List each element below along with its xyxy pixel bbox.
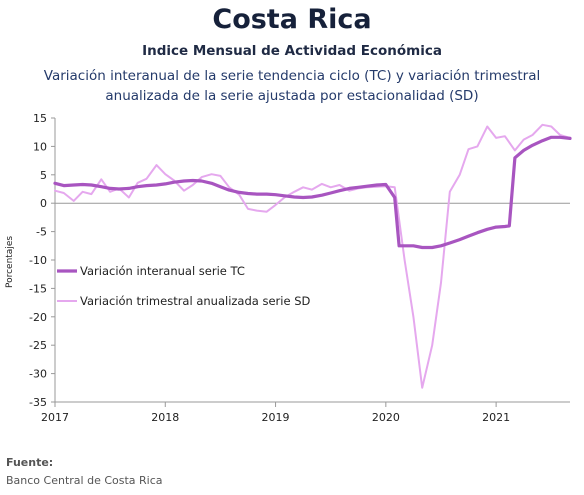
chart-description: Variación interanual de la serie tendenc…: [10, 66, 574, 106]
y-tick-label: -35: [29, 396, 47, 409]
chart-series: [53, 123, 572, 389]
x-tick-label: 2021: [482, 411, 510, 424]
y-tick-label: 5: [40, 169, 47, 182]
x-tick-label: 2017: [41, 411, 69, 424]
y-tick-label: 10: [33, 140, 47, 153]
chart-title: Costa Rica: [212, 4, 372, 35]
y-tick-label: -25: [29, 339, 47, 352]
series-line-sd: [54, 123, 571, 389]
chart-legend: Variación interanual serie TC Variación t…: [57, 264, 310, 308]
y-tick-label: 0: [40, 197, 47, 210]
y-axis-label: Porcentajes: [5, 236, 15, 288]
series-line-tc: [53, 135, 572, 250]
x-tick-label: 2020: [372, 411, 400, 424]
chart-description-line-2: anualizada de la serie ajustada por esta…: [105, 88, 479, 104]
chart-description-line-1: Variación interanual de la serie tendenc…: [43, 68, 541, 84]
source-label: Fuente:: [6, 456, 54, 469]
y-tick-label: -10: [29, 254, 47, 267]
legend-label-sd: Variación trimestral anualizada serie SD: [80, 294, 310, 308]
chart-subtitle: Indice Mensual de Actividad Económica: [142, 43, 442, 59]
y-tick-label: -30: [29, 368, 47, 381]
chart-axes: 15 10 5 0 -5 -10 -15 -20 -25 -30 -35 2017 2018 2019 20…: [29, 112, 570, 424]
y-tick-label: 15: [33, 112, 47, 125]
x-tick-label: 2019: [262, 411, 290, 424]
y-tick-label: -5: [36, 226, 47, 239]
x-tick-label: 2018: [151, 411, 179, 424]
y-tick-label: -20: [29, 311, 47, 324]
y-tick-label: -15: [29, 282, 47, 295]
source-text: Banco Central de Costa Rica: [6, 474, 163, 487]
legend-label-tc: Variación interanual serie TC: [80, 264, 245, 278]
